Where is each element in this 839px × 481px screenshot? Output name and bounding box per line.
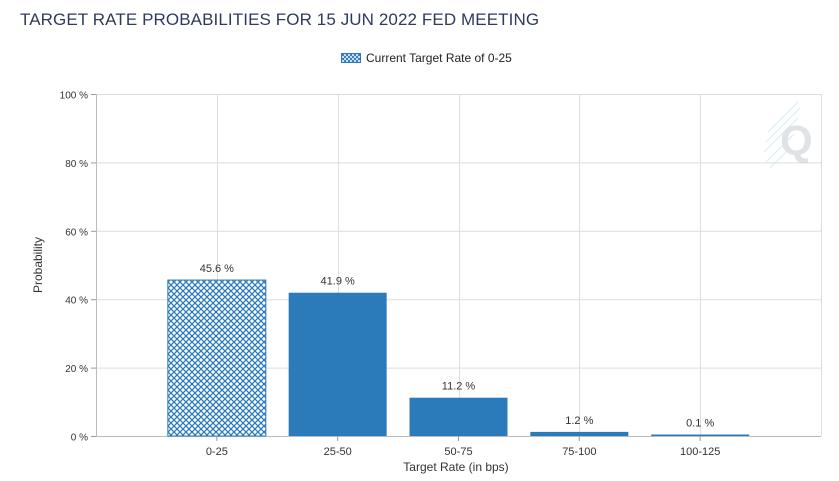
legend[interactable]: Current Target Rate of 0-25: [341, 51, 512, 65]
grid: [91, 94, 822, 441]
legend-swatch-hatched: [341, 53, 361, 63]
y-tick-label: 60 %: [65, 227, 88, 238]
bar-0-25[interactable]: [167, 279, 267, 437]
bar-value-label: 11.2 %: [442, 381, 476, 393]
x-tick-label: 0-25: [206, 446, 228, 458]
bar-50-75[interactable]: [409, 397, 508, 436]
watermark-logo: Q: [763, 101, 813, 169]
bar-value-label: 41.9 %: [321, 276, 355, 288]
svg-text:Q: Q: [780, 117, 813, 164]
legend-label: Current Target Rate of 0-25: [366, 51, 512, 65]
bar-value-label: 45.6 %: [200, 263, 234, 275]
labels: 0 % 20 % 40 % 60 % 80 % 100 % 45.6 % 0-25 41.9 %…: [60, 91, 721, 459]
x-tick-label: 75-100: [562, 446, 596, 458]
y-tick-label: 80 %: [65, 159, 88, 170]
x-tick-label: 25-50: [324, 446, 352, 458]
y-tick-label: 40 %: [65, 296, 88, 307]
bar-value-label: 1.2 %: [565, 415, 593, 427]
x-axis-label: Target Rate (in bps): [403, 460, 508, 474]
y-tick-label: 100 %: [60, 91, 88, 102]
bar-25-50[interactable]: [288, 292, 387, 436]
bar-75-100[interactable]: [530, 431, 629, 436]
y-axis-label: Probability: [31, 237, 45, 293]
x-tick-label: 100-125: [680, 446, 720, 458]
bar-100-125[interactable]: [651, 434, 750, 437]
bars: [167, 279, 750, 437]
y-tick-label: 0 %: [71, 433, 88, 444]
y-tick-label: 20 %: [65, 364, 88, 375]
bar-value-label: 0.1 %: [686, 418, 714, 430]
chart-title: TARGET RATE PROBABILITIES FOR 15 JUN 202…: [20, 10, 540, 29]
x-tick-label: 50-75: [444, 446, 472, 458]
